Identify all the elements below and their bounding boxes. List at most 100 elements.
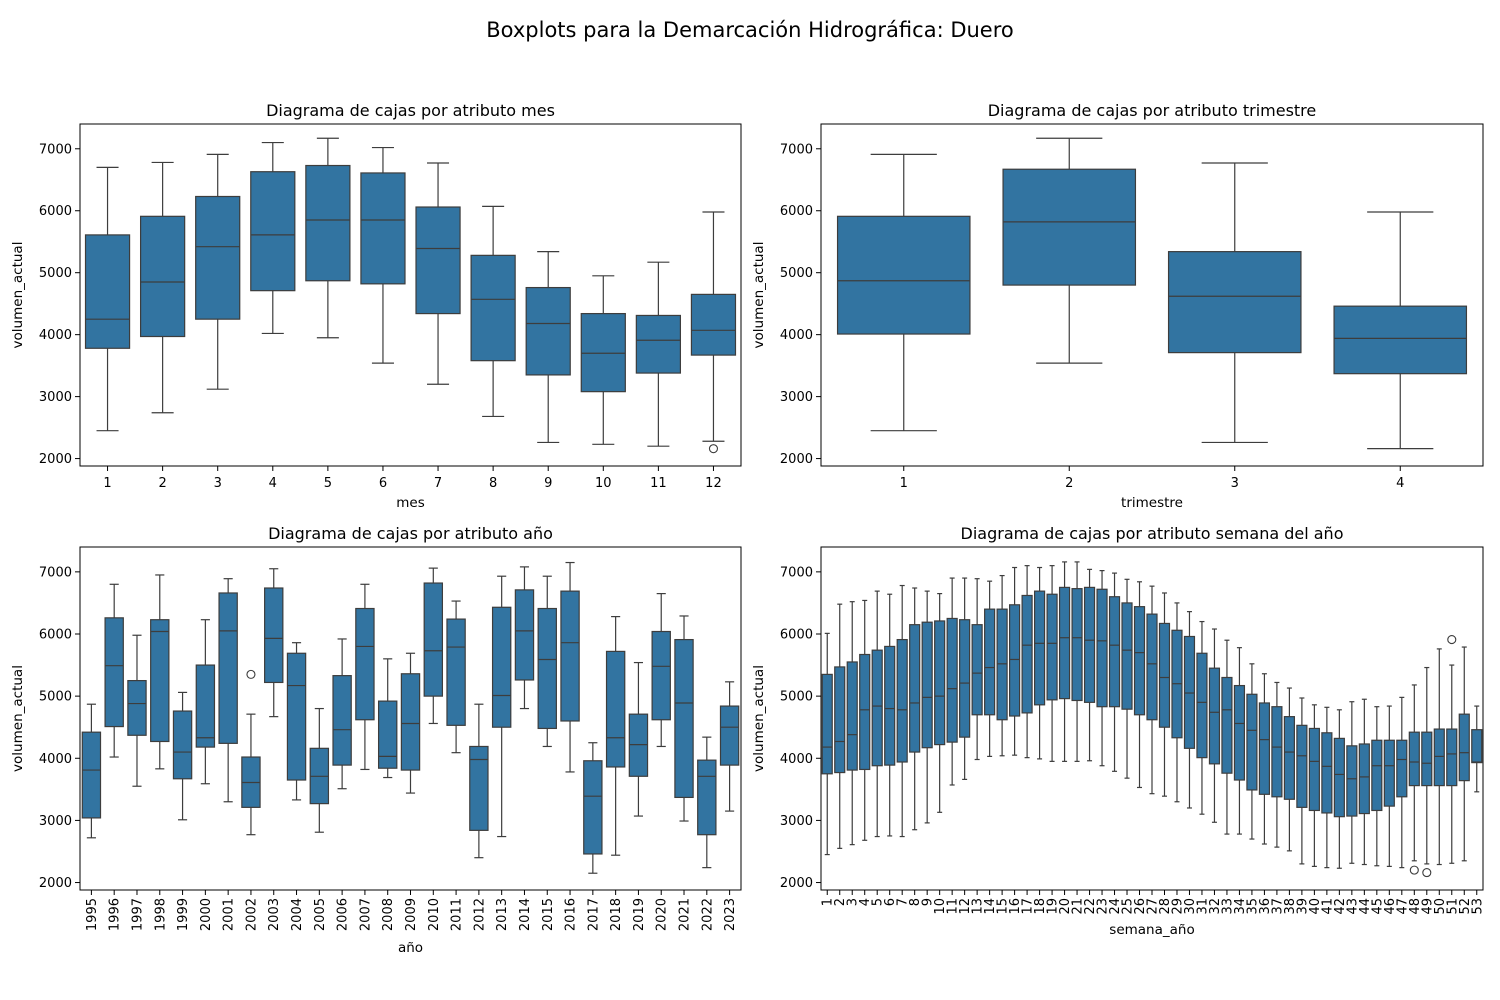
x-tick-label: 7	[896, 898, 911, 906]
iqr-box	[1071, 588, 1083, 702]
box-8	[909, 587, 921, 831]
iqr-box	[1333, 737, 1345, 818]
x-tick-label: 31	[1195, 898, 1210, 915]
box-2004	[286, 642, 307, 801]
x-tick-label: 26	[1133, 898, 1148, 915]
box-51	[1446, 635, 1458, 864]
box-4	[1333, 211, 1468, 450]
x-tick-label: 2022	[700, 898, 715, 931]
box-32	[1208, 628, 1221, 823]
iqr-box	[1371, 739, 1383, 812]
box-31	[1196, 620, 1208, 815]
y-tick-label: 7000	[39, 565, 72, 580]
x-tick-label: 5	[871, 898, 886, 906]
iqr-box	[1421, 731, 1433, 787]
iqr-box	[514, 589, 535, 681]
iqr-box	[172, 710, 193, 780]
x-tick-label: 39	[1295, 898, 1310, 915]
x-tick-label: 3	[846, 898, 861, 906]
iqr-box	[150, 619, 170, 743]
x-tick-label: 47	[1395, 898, 1410, 915]
iqr-box	[921, 621, 933, 749]
box-49	[1421, 666, 1433, 878]
iqr-box	[674, 638, 694, 799]
y-tick-label: 4000	[39, 752, 72, 767]
x-tick-label: 42	[1333, 898, 1348, 915]
x-tick-label: 2021	[678, 898, 693, 931]
box-39	[1296, 697, 1308, 865]
x-tick-label: 48	[1408, 898, 1423, 915]
iqr-box	[1146, 613, 1158, 721]
iqr-box	[697, 759, 717, 836]
box-53	[1471, 705, 1483, 793]
x-axis-label: semana_año	[1109, 922, 1194, 938]
x-tick-label: 2005	[313, 898, 328, 931]
box-25	[1121, 578, 1133, 779]
iqr-box	[250, 171, 296, 292]
box-9	[921, 590, 933, 824]
iqr-box	[884, 645, 896, 766]
box-34	[1233, 647, 1246, 835]
iqr-box	[996, 608, 1008, 721]
iqr-box	[959, 619, 971, 738]
x-tick-label: 33	[1220, 898, 1235, 915]
iqr-box	[1183, 635, 1196, 749]
iqr-box	[1108, 596, 1121, 708]
iqr-box	[1346, 745, 1358, 817]
iqr-box	[1083, 586, 1096, 703]
iqr-box	[583, 760, 603, 855]
iqr-box	[286, 652, 307, 781]
box-29	[1171, 602, 1183, 803]
x-tick-label: 2002	[244, 898, 259, 931]
iqr-box	[218, 592, 238, 744]
x-tick-label: 8	[908, 898, 923, 906]
x-tick-label: 10	[933, 898, 948, 915]
y-tick-label: 4000	[780, 328, 813, 343]
x-tick-label: 2001	[222, 898, 237, 931]
x-tick-label: 2023	[723, 898, 738, 931]
iqr-box	[139, 215, 186, 338]
x-tick-label: 22	[1083, 898, 1098, 915]
box-33	[1221, 639, 1233, 835]
iqr-box	[400, 673, 421, 771]
iqr-box	[971, 624, 983, 716]
iqr-box	[423, 582, 444, 697]
box-20	[1058, 561, 1071, 762]
box-2011	[446, 600, 466, 754]
x-tick-label: 53	[1470, 898, 1485, 915]
box-40	[1308, 704, 1320, 867]
iqr-box	[1009, 604, 1021, 717]
iqr-box	[635, 314, 682, 374]
iqr-box	[195, 664, 216, 748]
x-tick-label: 18	[1033, 898, 1048, 915]
box-52	[1458, 646, 1470, 862]
x-tick-label: 19	[1046, 898, 1061, 915]
box-4	[859, 599, 871, 841]
box-5	[871, 590, 883, 838]
iqr-box	[1021, 594, 1033, 714]
iqr-box	[651, 630, 671, 721]
iqr-box	[719, 705, 740, 766]
iqr-box	[846, 661, 858, 771]
x-tick-label: 2000	[199, 898, 214, 931]
x-tick-label: 11	[946, 898, 961, 915]
y-tick-label: 7000	[780, 565, 813, 580]
x-tick-label: 5	[324, 476, 332, 491]
box-1999	[172, 691, 193, 821]
box-2000	[195, 619, 216, 785]
x-tick-label: 2015	[541, 898, 556, 931]
x-tick-label: 10	[595, 476, 612, 491]
x-tick-label: 16	[1008, 898, 1023, 915]
x-tick-label: 1	[103, 476, 111, 491]
x-tick-label: 1998	[153, 898, 168, 931]
box-2017	[583, 742, 603, 874]
x-tick-label: 29	[1170, 898, 1185, 915]
x-tick-label: 2018	[609, 898, 624, 931]
box-2	[834, 603, 846, 849]
y-tick-label: 6000	[780, 627, 813, 642]
box-11	[946, 577, 958, 786]
x-axis-label: mes	[396, 495, 425, 511]
x-tick-label: 14	[983, 898, 998, 915]
y-tick-label: 7000	[39, 142, 72, 157]
box-45	[1371, 706, 1383, 867]
